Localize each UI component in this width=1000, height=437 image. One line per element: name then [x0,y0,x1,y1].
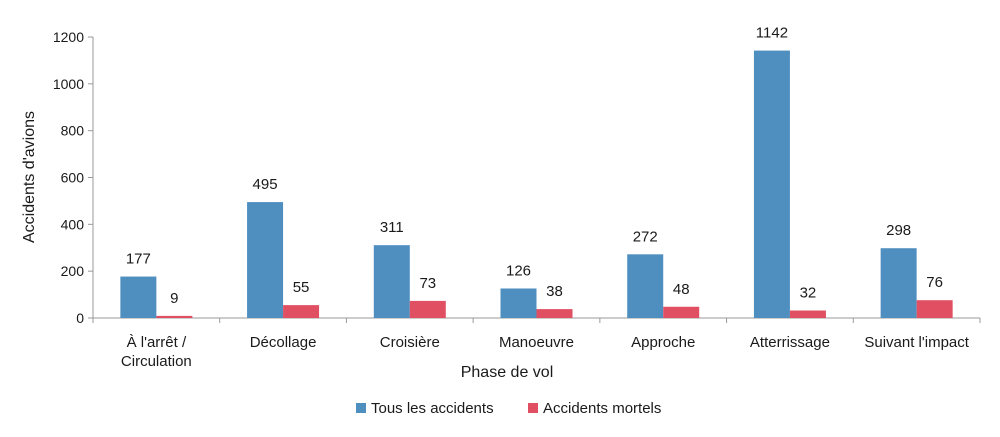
data-labels: 177 495 311 126 272 1142 298 9 55 73 38 48 32 76 [126,25,943,307]
bar-fatal-accidents [283,305,320,318]
y-tick-label: 600 [61,170,85,186]
x-axis-title: Phase de vol [461,364,554,381]
bar-fatal-accidents [409,300,446,318]
legend-label-all-accidents: Tous les accidents [371,400,494,417]
y-tick-label: 1000 [53,76,84,92]
x-axis: À l'arrêt / Circulation Décollage Croisière… [92,317,981,370]
bar-all-accidents [247,202,284,318]
y-tick-label: 400 [61,216,85,232]
data-label: 76 [926,274,943,291]
x-category-label: Suivant l'impact [864,334,969,351]
x-category-label: Atterrissage [750,334,830,351]
data-label: 48 [673,281,690,298]
data-label: 495 [253,176,278,193]
data-label: 298 [886,222,911,239]
data-label: 9 [170,290,178,307]
data-label: 1142 [756,25,788,42]
y-tick-label: 1200 [53,29,84,45]
bar-all-accidents [120,276,157,318]
bar-fatal-accidents [536,309,573,318]
y-tick-label: 0 [76,310,84,326]
bar-all-accidents [373,245,410,318]
bar-all-accidents [753,50,790,318]
data-label: 73 [419,275,436,292]
data-label: 311 [380,219,404,236]
data-label: 126 [506,262,531,279]
bar-all-accidents [500,288,537,318]
bar-fatal-accidents [663,306,700,318]
bar-fatal-accidents [916,300,953,318]
legend: Tous les accidents Accidents mortels [356,400,661,417]
data-label: 272 [633,228,658,245]
bar-fatal-accidents [789,310,826,318]
bar-fatal-accidents [156,315,193,318]
y-axis: 0 200 400 600 800 1000 1200 [53,29,94,326]
bar-all-accidents [880,248,917,318]
legend-swatch-fatal-accidents [528,403,538,413]
x-category-label: Manoeuvre [499,334,574,351]
x-category-label: Circulation [121,353,192,370]
x-category-label: Croisière [380,334,440,351]
y-tick-label: 800 [61,123,85,139]
y-axis-title: Accidents d'avions [21,111,38,243]
x-category-label: À l'arrêt / [127,334,187,351]
data-label: 55 [293,279,310,296]
bars [120,50,953,318]
data-label: 32 [800,285,817,302]
x-category-label: Décollage [250,334,317,351]
data-label: 38 [546,283,563,300]
data-label: 177 [126,251,151,268]
legend-label-fatal-accidents: Accidents mortels [543,400,661,417]
legend-swatch-all-accidents [356,403,366,413]
x-category-label: Approche [631,334,695,351]
bar-all-accidents [627,254,664,318]
y-tick-label: 200 [61,263,85,279]
